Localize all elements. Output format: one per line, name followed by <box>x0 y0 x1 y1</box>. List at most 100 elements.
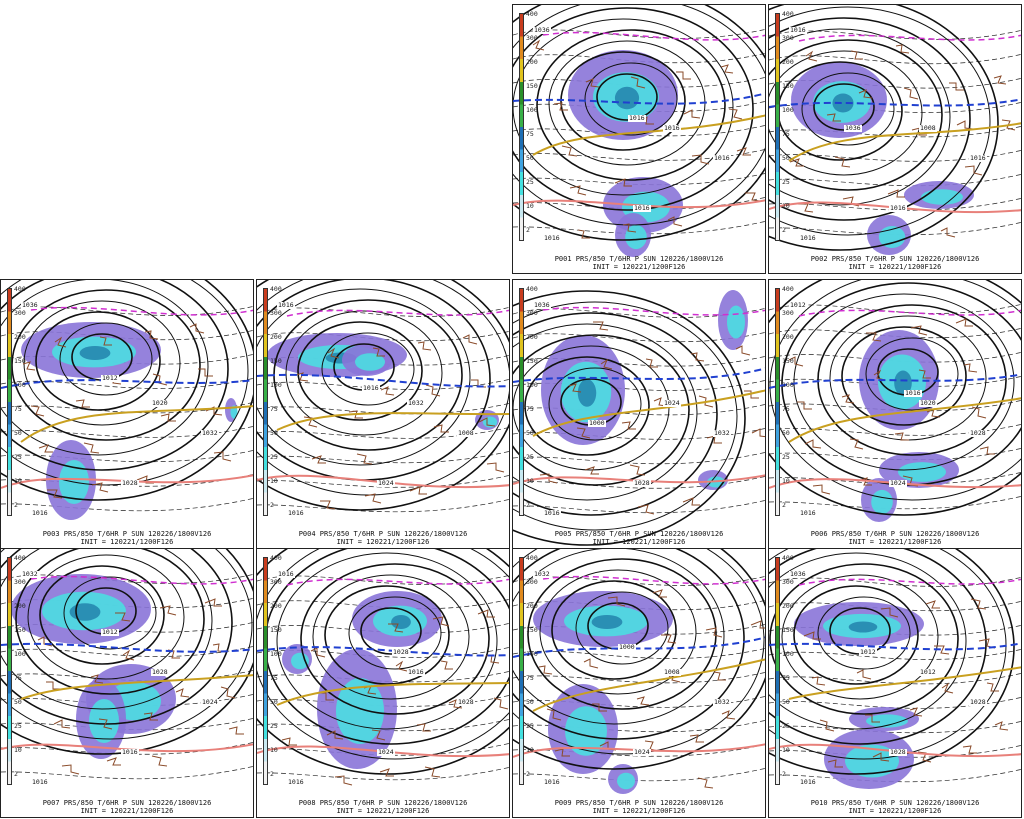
colorbar-tick-label: 200 <box>14 333 26 341</box>
colorbar-tick-label: 100 <box>782 106 794 114</box>
colorbar-tick-label: 2 <box>526 226 530 234</box>
forecast-panel-p006: 1012 1016 1020 1028 1024 1016 400 300 200 150 100 7… <box>768 279 1022 549</box>
colorbar-tick-label: 25 <box>14 722 22 730</box>
colorbar-tick-label: 2 <box>526 501 530 509</box>
forecast-panel-p004: 1016 1016 1032 1008 1024 1016 400 300 200 150 100 7… <box>256 279 510 549</box>
isobar-label: 1016 <box>543 778 561 786</box>
forecast-panel-p002: 1016 1036 1008 1016 1016 1016 400 300 200 150 100 7… <box>768 4 1022 274</box>
isobar-label: 1028 <box>121 479 139 487</box>
colorbar-tick-label: 75 <box>270 674 278 682</box>
colorbar-tick-label: 100 <box>526 381 538 389</box>
isobar-label: 1016 <box>277 301 295 309</box>
isobar-label: 1012 <box>101 628 119 636</box>
precip-colorbar <box>7 557 12 785</box>
forecast-panel-p005: 1036 1000 1024 1032 1028 1016 400 300 200 150 100 7… <box>512 279 766 549</box>
colorbar-tick-label: 150 <box>782 357 794 365</box>
isobar-label: 1016 <box>663 124 681 132</box>
colorbar-tick-label: 200 <box>270 333 282 341</box>
colorbar-tick-label: 25 <box>782 453 790 461</box>
isobar-label: 1016 <box>799 778 817 786</box>
colorbar-tick-label: 75 <box>782 674 790 682</box>
forecast-panel-p010: 1036 1012 1012 1028 1028 1016 400 300 200 150 100 7… <box>768 548 1022 818</box>
isobar-label: 1016 <box>889 204 907 212</box>
colorbar-tick-label: 75 <box>14 405 22 413</box>
colorbar-tick-label: 2 <box>14 770 18 778</box>
isobar-label: 1028 <box>969 429 987 437</box>
isobar-label: 1016 <box>287 509 305 517</box>
panel-caption: P003 PRS/850 T/6HR P SUN 120226/1800V126… <box>1 530 253 546</box>
isobar-label: 1016 <box>407 668 425 676</box>
isobar-label: 1036 <box>789 570 807 578</box>
isobar-label: 1020 <box>151 399 169 407</box>
panel-title: P010 PRS/850 T/6HR P SUN 120226/1800V126 <box>810 799 980 807</box>
colorbar-tick-label: 10 <box>270 477 278 485</box>
isobar-label: 1016 <box>362 384 380 392</box>
colorbar-tick-label: 75 <box>14 674 22 682</box>
isobar-label: 1016 <box>31 778 49 786</box>
colorbar-tick-label: 75 <box>526 130 534 138</box>
panel-caption: P007 PRS/850 T/6HR P SUN 120226/1800V126… <box>1 799 253 815</box>
colorbar-tick-label: 300 <box>526 34 538 42</box>
precip-colorbar <box>775 13 780 241</box>
isobar-label: 1036 <box>533 301 551 309</box>
isobar-label: 1036 <box>533 26 551 34</box>
colorbar-tick-label: 50 <box>526 698 534 706</box>
colorbar-tick-label: 50 <box>14 429 22 437</box>
panel-caption: P008 PRS/850 T/6HR P SUN 120226/1800V126… <box>257 799 509 815</box>
colorbar-tick-label: 50 <box>270 698 278 706</box>
colorbar-tick-label: 2 <box>14 501 18 509</box>
colorbar-tick-label: 50 <box>526 429 534 437</box>
colorbar-tick-label: 75 <box>782 405 790 413</box>
forecast-panel-p009: 1032 1000 1008 1032 1024 1016 400 300 200 150 100 7… <box>512 548 766 818</box>
isobar-label: 1028 <box>889 748 907 756</box>
isobar-label: 1024 <box>201 698 219 706</box>
colorbar-tick-label: 300 <box>14 578 26 586</box>
panel-init-time: INIT = 120221/1200F126 <box>848 538 942 546</box>
colorbar-tick-label: 2 <box>526 770 530 778</box>
colorbar-tick-label: 400 <box>14 554 26 562</box>
panel-init-time: INIT = 120221/1200F126 <box>592 807 686 815</box>
isobar-label: 1032 <box>533 570 551 578</box>
isobar-label: 1008 <box>663 668 681 676</box>
panel-title: P006 PRS/850 T/6HR P SUN 120226/1800V126 <box>810 530 980 538</box>
colorbar-tick-label: 150 <box>782 626 794 634</box>
colorbar-tick-label: 400 <box>270 554 282 562</box>
colorbar-tick-label: 400 <box>526 285 538 293</box>
colorbar-tick-label: 10 <box>14 477 22 485</box>
isobar-label: 1012 <box>789 301 807 309</box>
colorbar-tick-label: 2 <box>270 501 274 509</box>
colorbar-tick-label: 75 <box>526 405 534 413</box>
isobar-label: 1024 <box>633 748 651 756</box>
panel-caption: P005 PRS/850 T/6HR P SUN 120226/1800V126… <box>513 530 765 546</box>
panel-init-time: INIT = 120221/1200F126 <box>592 263 686 271</box>
isobar-label: 1016 <box>31 509 49 517</box>
precip-colorbar <box>775 557 780 785</box>
isobar-label: 1032 <box>21 570 39 578</box>
forecast-panel-p003: 1036 1012 1020 1032 1028 1016 400 300 200 150 100 7… <box>0 279 254 549</box>
colorbar-tick-label: 50 <box>14 698 22 706</box>
forecast-panel-p008: 1016 1028 1016 1028 1024 1016 400 300 200 150 100 7… <box>256 548 510 818</box>
colorbar-tick-label: 100 <box>14 650 26 658</box>
colorbar-tick-label: 100 <box>270 381 282 389</box>
isobar-label: 1028 <box>392 648 410 656</box>
colorbar-tick-label: 100 <box>526 106 538 114</box>
colorbar-tick-label: 50 <box>526 154 534 162</box>
colorbar-tick-label: 10 <box>14 746 22 754</box>
isobar-label: 1028 <box>457 698 475 706</box>
isobar-label: 1024 <box>377 748 395 756</box>
panel-title: P004 PRS/850 T/6HR P SUN 120226/1800V126 <box>298 530 468 538</box>
isobar-label: 1016 <box>799 234 817 242</box>
panel-title: P005 PRS/850 T/6HR P SUN 120226/1800V126 <box>554 530 724 538</box>
panel-caption: P004 PRS/850 T/6HR P SUN 120226/1800V126… <box>257 530 509 546</box>
isobar-label: 1016 <box>543 509 561 517</box>
isobar-label: 1012 <box>859 648 877 656</box>
isobar-label: 1024 <box>377 479 395 487</box>
colorbar-tick-label: 400 <box>14 285 26 293</box>
colorbar-tick-label: 150 <box>14 357 26 365</box>
weather-map <box>769 549 1021 789</box>
colorbar-tick-label: 150 <box>526 357 538 365</box>
colorbar-tick-label: 25 <box>782 722 790 730</box>
isobar-label: 1028 <box>151 668 169 676</box>
colorbar-tick-label: 150 <box>270 626 282 634</box>
isobar-label: 1008 <box>457 429 475 437</box>
